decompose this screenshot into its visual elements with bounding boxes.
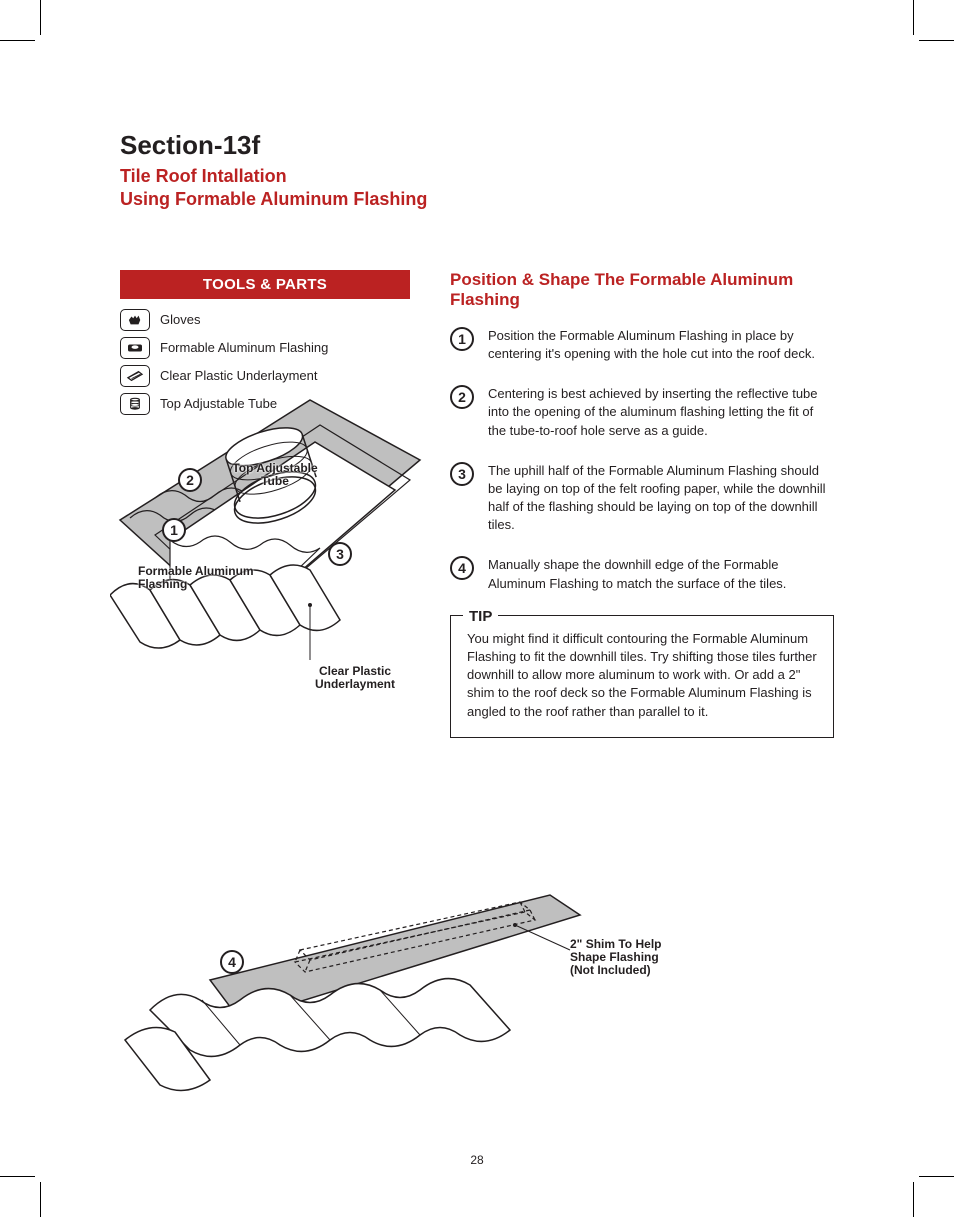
crop-mark (0, 1176, 35, 1177)
tool-item: Gloves (120, 309, 410, 331)
callout-circle-1: 1 (162, 518, 186, 542)
page-number: 28 (0, 1153, 954, 1167)
step-text: The uphill half of the Formable Aluminum… (488, 462, 834, 535)
step-number: 4 (450, 556, 474, 580)
label-text: Clear Plastic Underlayment (315, 664, 395, 691)
callout-circle-2: 2 (178, 468, 202, 492)
tip-label: TIP (463, 606, 498, 627)
tool-label: Clear Plastic Underlayment (160, 368, 318, 384)
flashing-icon (120, 337, 150, 359)
label-text: Formable Aluminum Flashing (138, 564, 254, 591)
diagram-shim: 4 2" Shim To Help Shape Flashing (Not In… (120, 880, 700, 1100)
page-content: Section-13f Tile Roof Intallation Using … (120, 130, 834, 1157)
step-item: 1 Position the Formable Aluminum Flashin… (450, 327, 834, 363)
crop-mark (919, 40, 954, 41)
step-text: Position the Formable Aluminum Flashing … (488, 327, 834, 363)
step-text: Centering is best achieved by inserting … (488, 385, 834, 440)
tool-label: Gloves (160, 312, 200, 328)
crop-mark (40, 0, 41, 35)
underlayment-icon (120, 365, 150, 387)
section-subtitle-2: Using Formable Aluminum Flashing (120, 188, 834, 211)
right-column: Position & Shape The Formable Aluminum F… (450, 270, 834, 738)
step-number: 1 (450, 327, 474, 351)
section-title: Section-13f (120, 130, 834, 161)
step-number: 2 (450, 385, 474, 409)
diagram-label-underlayment: Clear Plastic Underlayment (300, 665, 410, 691)
label-text: (Not Included) (570, 963, 651, 977)
diagram-shim-label: 2" Shim To Help Shape Flashing (Not Incl… (570, 938, 690, 978)
step-item: 4 Manually shape the downhill edge of th… (450, 556, 834, 592)
instructions-title: Position & Shape The Formable Aluminum F… (450, 270, 834, 311)
crop-mark (0, 40, 35, 41)
crop-mark (913, 1182, 914, 1217)
tool-label: Formable Aluminum Flashing (160, 340, 328, 356)
diagram-flashing-position: 1 2 3 Top Adjustable Tube Formable Alumi… (110, 390, 430, 700)
tip-text: You might find it difficult contouring t… (467, 630, 817, 721)
label-text: 2" Shim To Help (570, 937, 661, 951)
step-item: 2 Centering is best achieved by insertin… (450, 385, 834, 440)
crop-mark (913, 0, 914, 35)
callout-circle-3: 3 (328, 542, 352, 566)
tool-item: Formable Aluminum Flashing (120, 337, 410, 359)
crop-mark (919, 1176, 954, 1177)
tool-item: Clear Plastic Underlayment (120, 365, 410, 387)
diagram-label-tube: Top Adjustable Tube (220, 462, 330, 488)
section-subtitle-1: Tile Roof Intallation (120, 165, 834, 188)
step-number: 3 (450, 462, 474, 486)
tools-parts-header: TOOLS & PARTS (120, 270, 410, 299)
tip-box: TIP You might find it difficult contouri… (450, 615, 834, 738)
callout-circle-4: 4 (220, 950, 244, 974)
gloves-icon (120, 309, 150, 331)
diagram-label-flashing: Formable Aluminum Flashing (138, 565, 278, 591)
step-text: Manually shape the downhill edge of the … (488, 556, 834, 592)
left-column: TOOLS & PARTS Gloves Formable Aluminum F… (120, 270, 410, 738)
crop-mark (40, 1182, 41, 1217)
step-item: 3 The uphill half of the Formable Alumin… (450, 462, 834, 535)
label-text: Top Adjustable Tube (232, 461, 317, 488)
